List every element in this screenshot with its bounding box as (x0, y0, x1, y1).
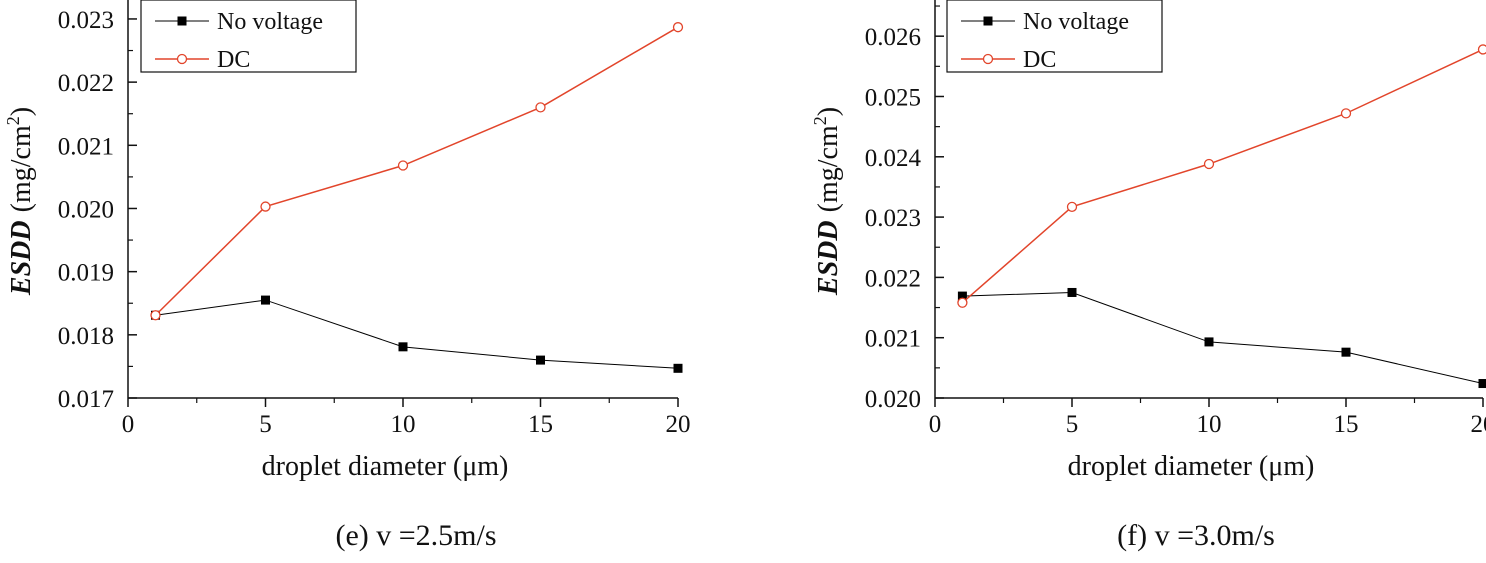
no-voltage-point (1341, 347, 1351, 357)
chart-panel-e: 0.017 0.018 0.019 0.020 0.021 0.022 0.023 0 5 10 1… (3, 0, 691, 552)
y-axis-title-unit: (mg/cm (813, 125, 844, 212)
x-tick-label: 10 (1197, 411, 1222, 438)
y-tick-label: 0.017 (58, 386, 114, 413)
y-tick-label: 0.018 (58, 323, 114, 350)
legend-label-no-voltage: No voltage (217, 9, 323, 35)
chart-panel-f: 0.020 0.021 0.022 0.023 0.024 0.025 0.026 0 5 10 1… (810, 0, 1486, 552)
no-voltage-point (1067, 287, 1077, 297)
y-tick-label: 0.024 (865, 145, 922, 172)
y-tick-label: 0.019 (58, 260, 114, 287)
y-tick-label: 0.026 (865, 24, 921, 51)
series-line-no-voltage (155, 299, 679, 369)
dc-point (535, 102, 546, 113)
legend-box (140, 0, 357, 73)
y-axis-title-close: ) (813, 107, 844, 116)
dc-point (397, 160, 409, 171)
legend-label-dc: DC (217, 47, 250, 73)
dc-point (672, 22, 684, 33)
y-axis-title: ESDD (mg/cm2) (810, 107, 844, 296)
dc-point (150, 310, 161, 321)
legend-marker-no-voltage (983, 16, 993, 26)
no-voltage-point (673, 363, 683, 373)
legend: No voltage DC (946, 0, 1163, 73)
legend-marker-dc (982, 53, 994, 65)
y-axis-title-close: ) (6, 107, 37, 116)
x-tick-label: 15 (528, 411, 553, 438)
x-tick-label: 15 (1334, 411, 1359, 438)
y-axis-title: ESDD (mg/cm2) (3, 107, 37, 296)
legend-label-dc: DC (1023, 47, 1056, 73)
legend-marker-dc (176, 53, 188, 65)
x-tick-label: 10 (391, 411, 416, 438)
legend-marker-no-voltage (177, 16, 187, 26)
x-tick-label: 5 (1066, 411, 1079, 438)
dc-point (1203, 158, 1215, 170)
y-tick-label: 0.020 (58, 196, 114, 223)
dc-point (1477, 44, 1486, 55)
x-axis-title: droplet diameter (μm) (262, 451, 509, 482)
legend-label-no-voltage: No voltage (1023, 9, 1129, 35)
y-axis-title-italic: ESDD (6, 220, 37, 296)
series-line-no-voltage (962, 291, 1484, 385)
y-tick-label: 0.023 (58, 7, 114, 34)
dc-point (260, 201, 271, 212)
y-tick-label: 0.023 (865, 205, 921, 232)
panel-caption: (f) v =3.0m/s (1117, 519, 1275, 552)
dc-point (1340, 108, 1352, 119)
y-axis-title-italic: ESDD (813, 220, 844, 296)
x-tick-label: 20 (1471, 411, 1486, 438)
x-tick-label: 0 (929, 411, 942, 438)
panel-caption: (e) v =2.5m/s (335, 519, 496, 552)
no-voltage-point (536, 355, 545, 365)
no-voltage-point (957, 291, 967, 301)
no-voltage-point (1204, 337, 1214, 347)
no-voltage-point (1478, 379, 1486, 389)
y-tick-label: 0.021 (58, 133, 114, 160)
y-axis-title-sup: 2 (810, 116, 830, 125)
dc-point (957, 297, 968, 308)
y-tick-label: 0.022 (58, 70, 114, 97)
y-tick-label: 0.021 (865, 326, 921, 353)
x-tick-label: 0 (122, 411, 135, 438)
y-tick-label: 0.022 (865, 265, 921, 292)
series-line-dc (961, 48, 1484, 304)
no-voltage-point (398, 342, 408, 352)
legend: No voltage DC (140, 0, 357, 73)
x-tick-label: 5 (259, 411, 272, 438)
x-axis-title: droplet diameter (μm) (1068, 451, 1315, 482)
y-tick-label: 0.020 (865, 386, 921, 413)
legend-box (946, 0, 1163, 73)
x-tick-label: 20 (666, 411, 691, 438)
y-axis-title-unit: (mg/cm (6, 125, 37, 212)
dc-point (1066, 201, 1078, 212)
no-voltage-point (261, 295, 270, 305)
y-tick-label: 0.025 (865, 84, 921, 111)
y-axis-title-sup: 2 (3, 116, 23, 125)
